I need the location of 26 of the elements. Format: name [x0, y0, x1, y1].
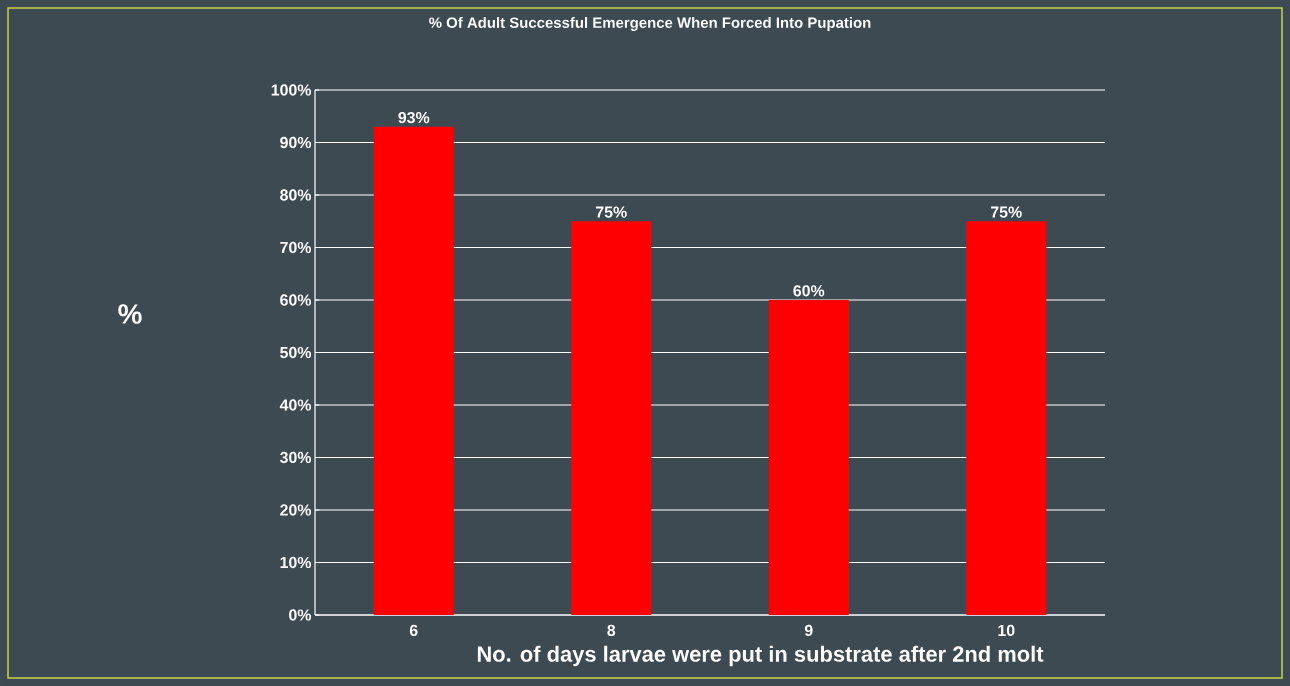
data-label: 75%: [595, 206, 627, 218]
y-tick-label: 40%: [279, 399, 312, 411]
x-tick-label: 6: [409, 624, 418, 637]
data-label: 75%: [990, 206, 1022, 218]
chart-title: % Of Adult Successful Emergence When Forced Into Pupation: [429, 16, 871, 31]
x-tick-label: 8: [607, 624, 616, 637]
y-tick-label: 80%: [280, 189, 312, 201]
y-axis-title: %: [118, 304, 142, 324]
y-tick-label: 60%: [280, 294, 312, 306]
data-label: 60%: [793, 285, 825, 297]
y-tick-label: 10%: [280, 556, 312, 569]
bar: [768, 299, 849, 615]
x-axis-title: No. of days larvae were put in substrate after 2nd molt: [477, 645, 1044, 667]
y-tick-label: 70%: [280, 241, 312, 254]
y-tick-label: 20%: [280, 504, 312, 516]
x-tick-label: 10: [998, 624, 1015, 637]
y-tick-label: 50%: [280, 346, 312, 359]
y-tick-label: 0%: [289, 609, 312, 621]
y-tick-label: 90%: [280, 136, 312, 149]
bar: [966, 221, 1047, 615]
y-tick-label: 30%: [279, 451, 312, 464]
x-tick-label: 9: [804, 624, 813, 637]
data-label: 93%: [398, 111, 430, 124]
y-tick-label: 100%: [271, 84, 312, 96]
bar: [571, 221, 652, 615]
bar: [373, 126, 454, 615]
